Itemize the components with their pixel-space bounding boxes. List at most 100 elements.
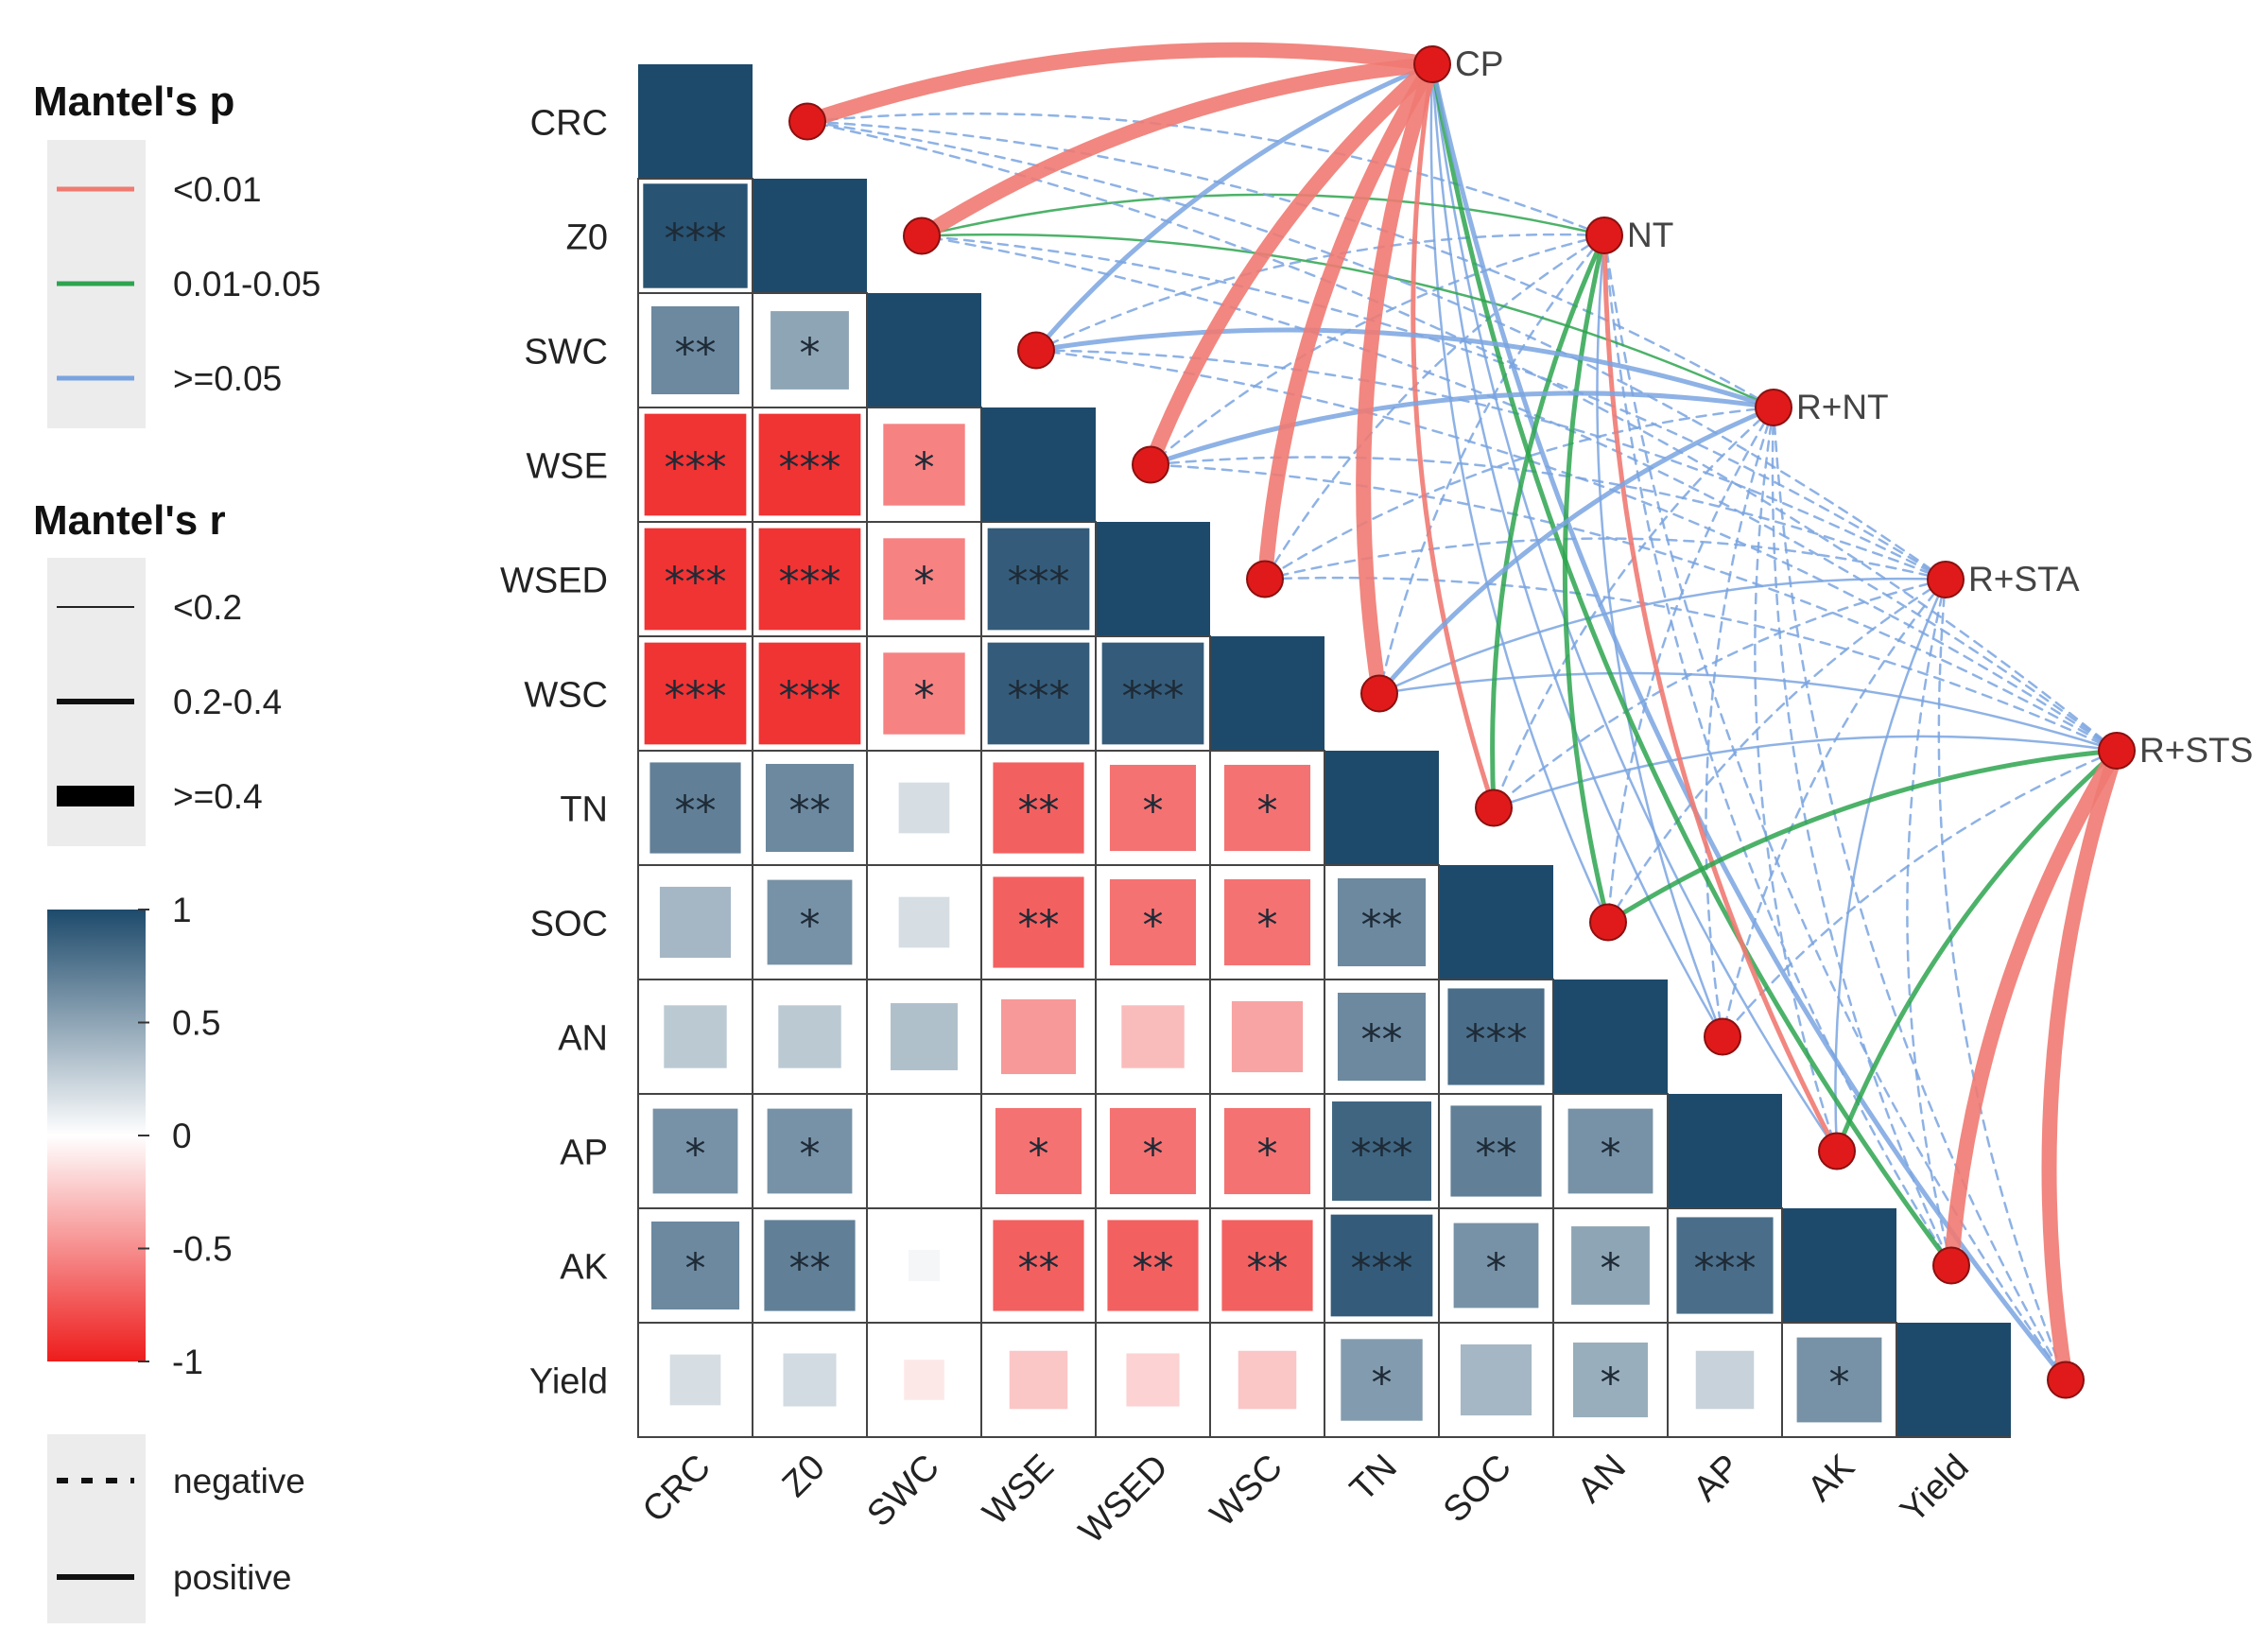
link-r-nt-yield	[1772, 406, 2068, 1381]
significance-label: ***	[665, 444, 727, 493]
significance-label: *	[1601, 1245, 1621, 1293]
significance-label: ***	[1351, 1245, 1413, 1293]
column-label-an: AN	[1570, 1448, 1634, 1511]
significance-label: ***	[779, 444, 841, 493]
link-r-sta-ap	[1834, 578, 1948, 1153]
heatmap-cell-ak-z0	[764, 1220, 856, 1311]
significance-label: *	[1372, 1360, 1393, 1408]
significance-label: *	[1601, 1131, 1621, 1179]
legend-r-large-label: >=0.4	[173, 777, 263, 816]
heatmap-cell-soc-z0	[767, 879, 853, 965]
heatmap-cell-soc-wse	[993, 876, 1084, 968]
significance-label: *	[1257, 902, 1278, 950]
link-cp-z0	[914, 57, 1440, 244]
treatment-node-r-nt-marker	[1755, 389, 1792, 426]
heatmap-diagonal-cell-soc	[1439, 865, 1553, 980]
heatmap-cell-ap-z0	[767, 1108, 853, 1194]
significance-label: ***	[1008, 559, 1070, 607]
heatmap-cell-soc-wsc	[1223, 878, 1311, 966]
heatmap-cell-yield-tn	[1341, 1339, 1423, 1421]
correlation-heatmap: ***** **** *** **** *** * ****** *** * *** ***** **…	[637, 64, 2011, 1438]
legend-p-ge005-label: >=0.05	[173, 359, 282, 398]
link-r-nt-wsc	[1376, 405, 1776, 696]
significance-label: *	[800, 330, 821, 378]
legend-sign-key-background	[47, 1434, 146, 1623]
link-r-sta-wsc	[1377, 577, 1948, 695]
row-labels: CRC Z0 SWC WSE WSED WSC TN SOC AN AP AK Yield	[500, 104, 608, 1402]
heatmap-cell-wse-crc	[644, 413, 747, 516]
treatment-node-cp-marker	[1413, 45, 1451, 83]
column-label-wse: WSE	[976, 1448, 1062, 1534]
heatmap-cell-ap-swc	[919, 1146, 929, 1156]
link-r-nt-swc	[1033, 327, 1776, 410]
heatmap-cell-ap-soc	[1450, 1105, 1542, 1197]
colorbar-tick-label-3: -0.5	[172, 1230, 233, 1269]
heatmap-cell-ak-wsc	[1221, 1220, 1313, 1311]
treatment-node-r-sts-label: R+STS	[2139, 731, 2253, 770]
heatmap-cell-soc-tn	[1337, 877, 1427, 967]
link-r-sta-wse	[1149, 456, 1948, 581]
column-label-swc: SWC	[859, 1448, 946, 1534]
link-r-nt-ak	[1771, 406, 1953, 1267]
significance-label: *	[800, 1131, 821, 1179]
link-anchor-wsed	[1246, 560, 1284, 598]
legend: Mantel's p <0.01 0.01-0.05 >=0.05 Mantel…	[33, 78, 320, 1623]
link-nt-tn	[1490, 233, 1607, 810]
significance-label: **	[1361, 902, 1403, 950]
legend-p-lt001-label: <0.01	[173, 170, 262, 209]
heatmap-cell-wse-swc	[883, 424, 965, 506]
heatmap-diagonal-cell-wsc	[1210, 636, 1324, 751]
legend-r-mid-label: 0.2-0.4	[173, 683, 282, 721]
significance-label: **	[675, 330, 717, 378]
legend-mantel-r: Mantel's r <0.2 0.2-0.4 >=0.4	[33, 497, 282, 846]
link-r-sts-ak	[1944, 743, 2124, 1274]
column-label-crc: CRC	[635, 1448, 718, 1531]
heatmap-cell-ak-an	[1571, 1226, 1650, 1305]
link-r-sta-soc	[1606, 578, 1948, 924]
heatmap-cell-tn-swc	[898, 782, 950, 834]
row-label-wsc: WSC	[524, 676, 608, 716]
significance-label: *	[1257, 788, 1278, 836]
significance-label: *	[1601, 1360, 1621, 1408]
column-label-ak: AK	[1800, 1448, 1862, 1510]
significance-label: *	[1029, 1131, 1049, 1179]
heatmap-cell-yield-ak	[1796, 1337, 1882, 1423]
heatmap-cell-an-crc	[664, 1005, 727, 1068]
significance-label: *	[914, 444, 935, 493]
row-label-z0: Z0	[566, 218, 608, 258]
link-r-sta-tn	[1492, 578, 1948, 809]
significance-label: **	[1133, 1245, 1174, 1293]
heatmap-cell-ak-wse	[993, 1220, 1084, 1311]
link-cp-wsc	[1356, 57, 1440, 702]
link-r-nt-soc	[1606, 406, 1775, 924]
heatmap-cell-yield-wse	[1009, 1350, 1068, 1410]
link-r-sts-wsc	[1377, 671, 2119, 753]
legend-mantel-p: Mantel's p <0.01 0.01-0.05 >=0.05	[33, 78, 320, 428]
link-anchor-ak	[1932, 1246, 1970, 1285]
significance-label: ***	[1008, 673, 1070, 721]
heatmap-cell-yield-wsed	[1126, 1353, 1180, 1407]
significance-label: ***	[1122, 673, 1185, 721]
link-r-nt-an	[1705, 406, 1775, 1038]
heatmap-cell-ak-swc	[908, 1249, 941, 1282]
significance-label: ***	[1694, 1245, 1757, 1293]
legend-negative-label: negative	[173, 1462, 305, 1500]
heatmap-cell-wsed-z0	[758, 528, 861, 631]
heatmap-cell-ak-tn	[1330, 1214, 1433, 1317]
heatmap-cell-ap-tn	[1332, 1101, 1431, 1201]
significance-label: *	[685, 1131, 706, 1179]
row-label-crc: CRC	[530, 104, 608, 144]
heatmap-cell-soc-swc	[898, 896, 950, 948]
significance-label: **	[1476, 1131, 1517, 1179]
link-r-nt-tn	[1492, 406, 1775, 809]
link-r-sta-ak	[1906, 578, 1953, 1267]
legend-r-small-label: <0.2	[173, 588, 242, 627]
significance-label: *	[1257, 1131, 1278, 1179]
significance-label: *	[1829, 1360, 1850, 1408]
significance-label: **	[1247, 1245, 1289, 1293]
heatmap-diagonal-cell-wse	[981, 407, 1096, 522]
heatmap-cell-wsed-wse	[987, 528, 1090, 631]
heatmap-cell-yield-crc	[669, 1354, 721, 1406]
link-cp-swc	[1033, 61, 1435, 353]
